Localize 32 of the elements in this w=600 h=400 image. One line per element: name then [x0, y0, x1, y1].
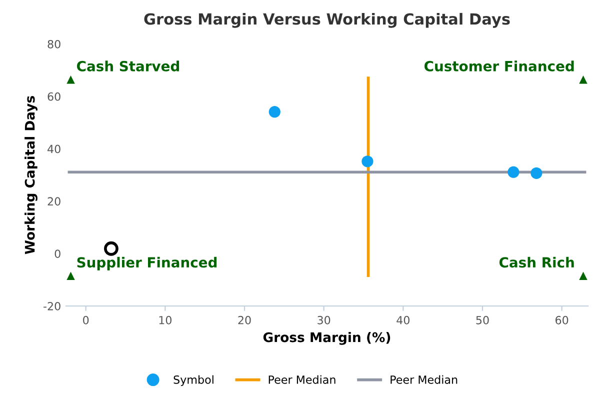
- point: [104, 241, 118, 256]
- legend-label: Peer Median: [268, 375, 336, 384]
- y-tick-label: 80: [48, 40, 60, 48]
- x-tick-label: 0: [83, 316, 89, 324]
- point: [66, 76, 75, 84]
- x-tick-label: 60: [556, 316, 568, 324]
- y-tick-label: 0: [54, 250, 60, 258]
- x-tick-label: 50: [476, 316, 489, 324]
- point: [508, 166, 520, 178]
- legend-label: Peer Median: [390, 375, 458, 384]
- legend-label: Symbol: [174, 375, 214, 386]
- annotation: Customer Financed: [424, 60, 574, 72]
- y-tick-label: -20: [44, 302, 60, 310]
- chart-title: Gross Margin Versus Working Capital Days: [144, 12, 510, 28]
- x-tick-label: 10: [159, 316, 172, 324]
- annotation: Cash Rich: [499, 256, 574, 268]
- point: [579, 76, 588, 84]
- point: [362, 156, 374, 168]
- annotation: Cash Starved: [77, 60, 179, 72]
- y-tick-label: 60: [48, 92, 60, 101]
- x-tick-label: 40: [396, 316, 410, 324]
- x-tick-label: 30: [318, 316, 330, 324]
- point: [66, 272, 75, 280]
- point: [579, 272, 588, 280]
- x-axis-title: Gross Margin (%): [263, 332, 390, 345]
- point: [268, 106, 280, 118]
- y-tick-label: 20: [48, 197, 60, 206]
- point: [530, 167, 542, 179]
- x-tick-label: 20: [238, 316, 251, 324]
- annotation: Supplier Financed: [77, 256, 217, 270]
- y-axis-title: Working Capital Days: [24, 96, 38, 254]
- y-tick-label: 40: [48, 144, 60, 154]
